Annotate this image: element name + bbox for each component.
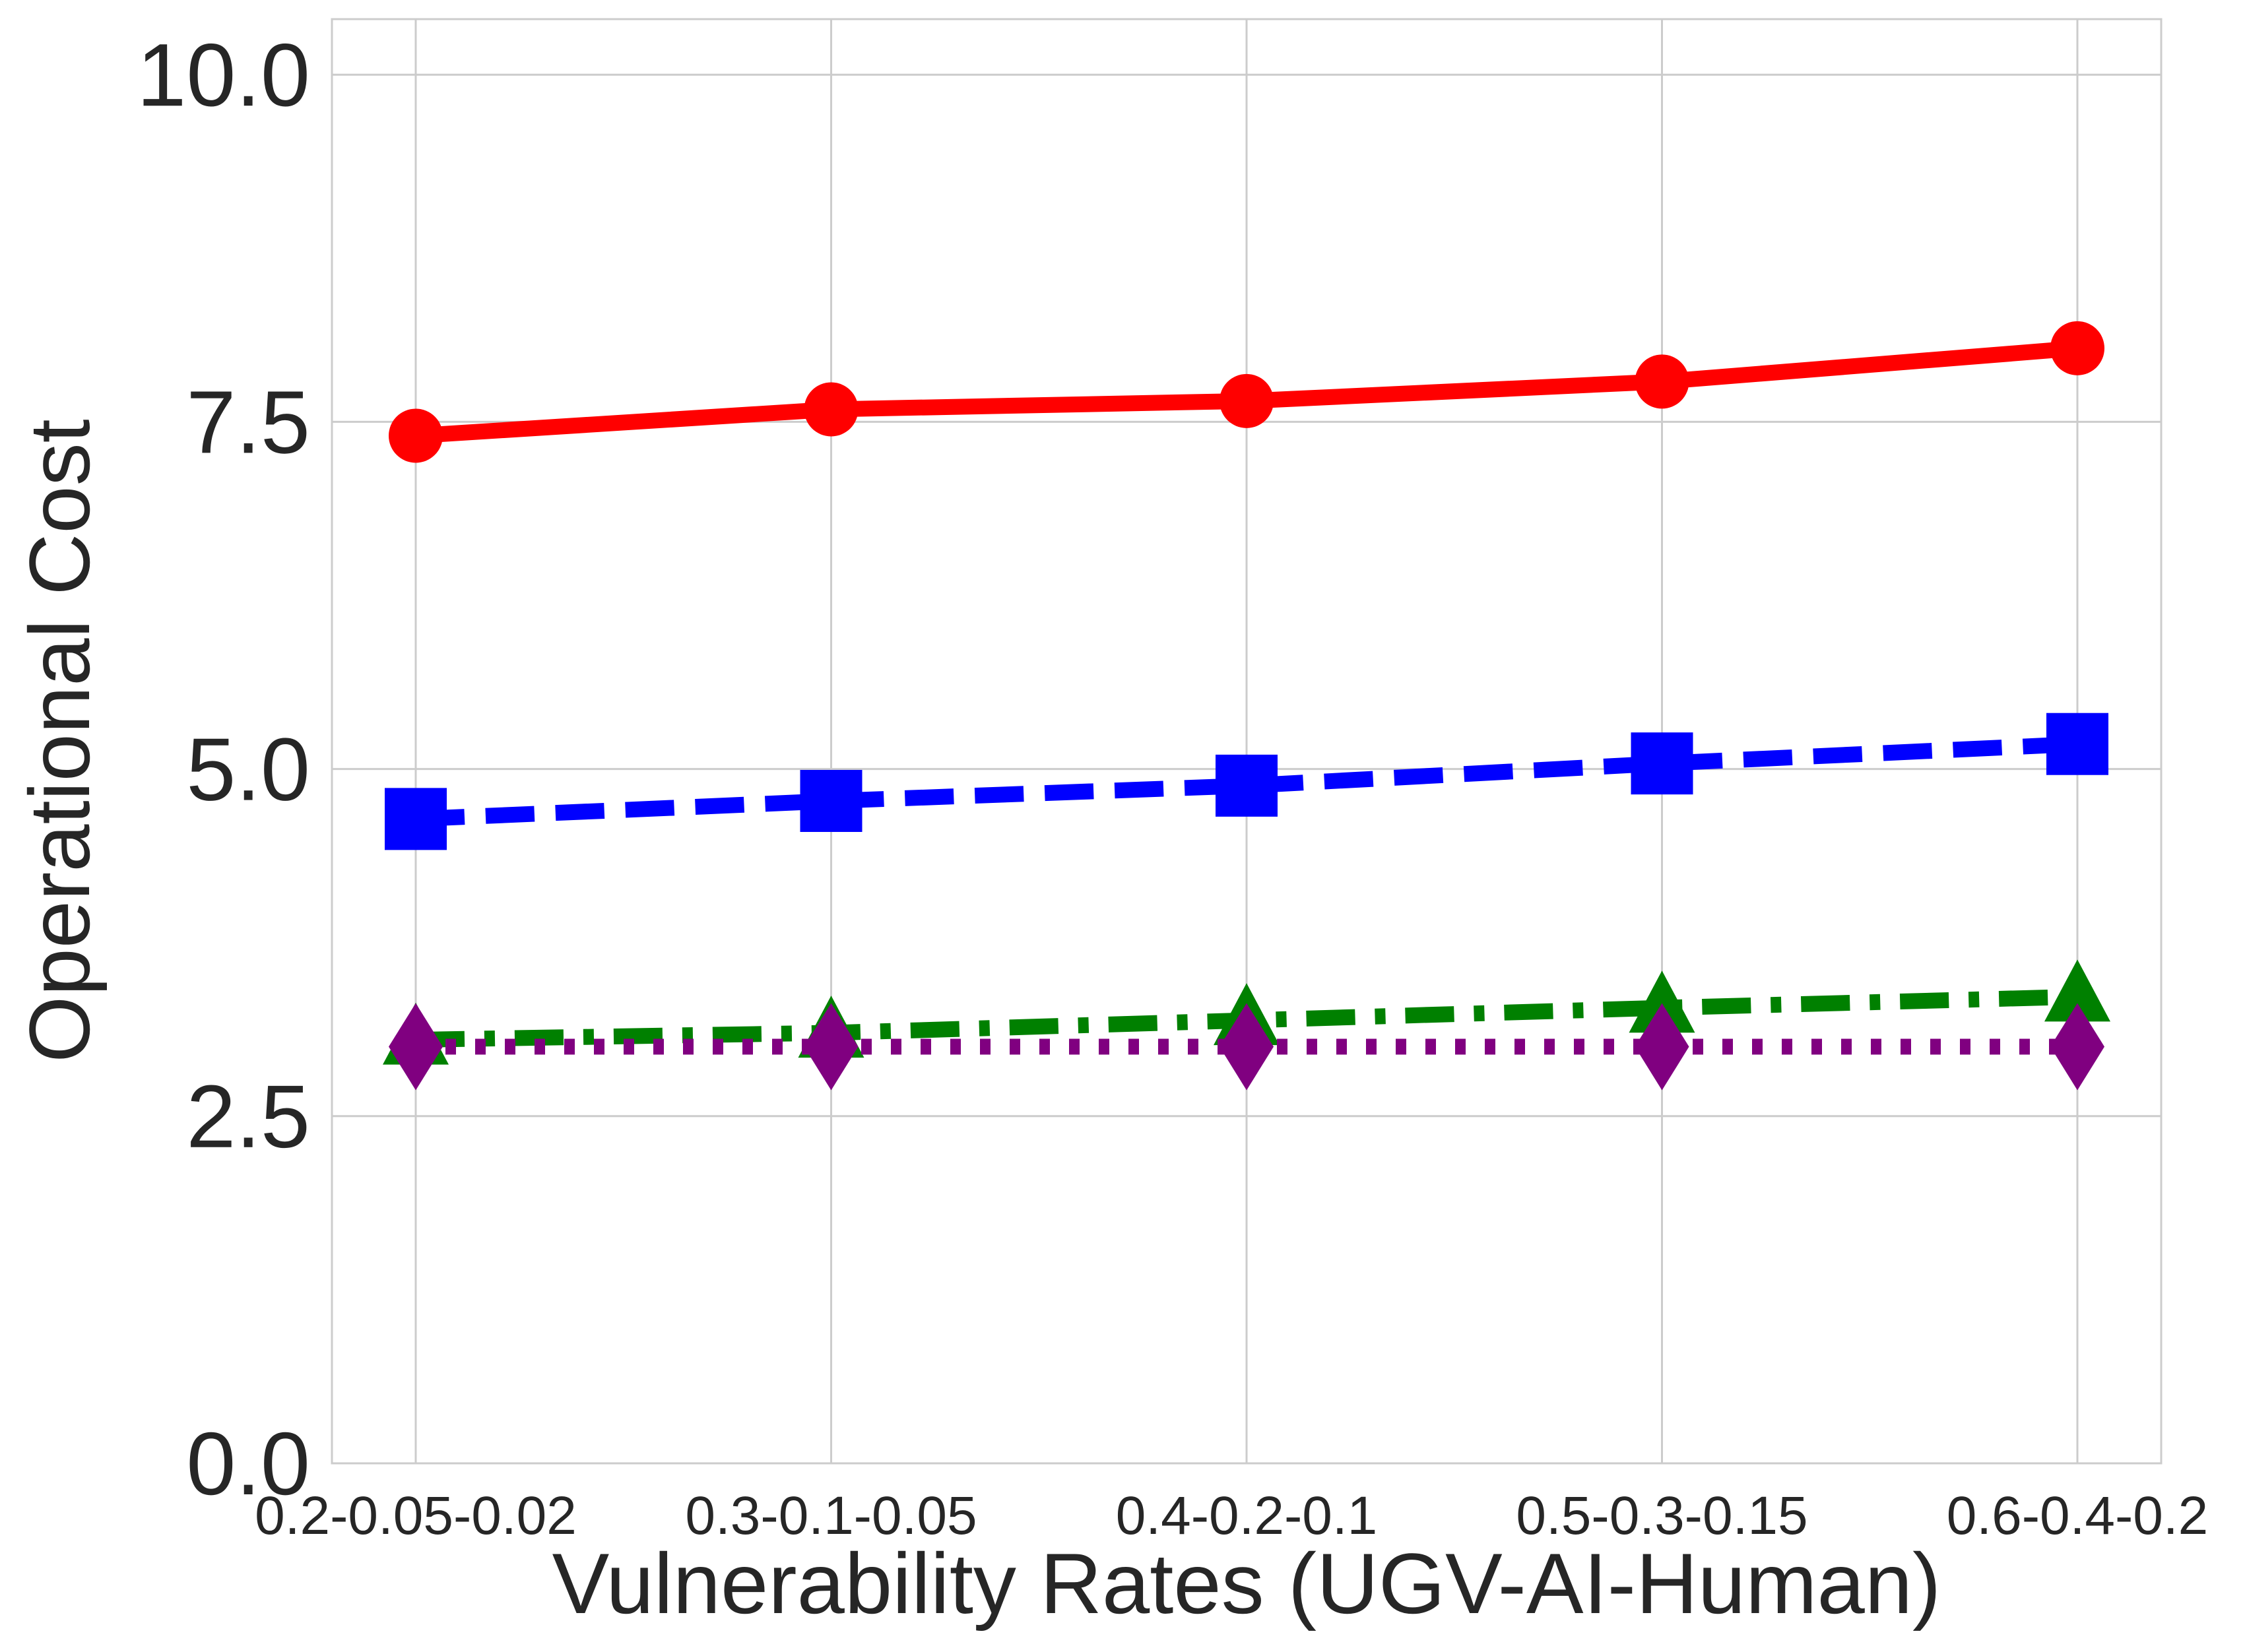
y-tick-label: 5.0 [186,720,310,819]
x-axis-label: Vulnerability Rates (UGV-AI-Human) [552,1535,1941,1632]
series-4 [389,1003,2104,1091]
data-point-circle [1220,373,1274,428]
data-point-circle [389,408,443,463]
data-point-diamond [804,1003,859,1091]
data-point-circle [804,382,859,437]
data-point-diamond [2050,1003,2104,1091]
x-tick-label: 0.5-0.3-0.15 [1516,1486,1807,1546]
x-tick-label: 0.3-0.1-0.05 [685,1486,977,1546]
data-point-triangle [2044,959,2110,1022]
data-point-circle [1635,354,1689,409]
data-point-diamond [1220,1003,1274,1091]
plot-area-frame [331,18,2163,1465]
data-point-square [2046,713,2108,775]
y-tick-label: 0.0 [186,1414,310,1513]
data-point-circle [2050,321,2104,375]
data-point-triangle [1629,970,1695,1033]
x-tick-label: 0.4-0.2-0.1 [1116,1486,1378,1546]
x-axis-tick-labels: 0.2-0.05-0.02 0.3-0.1-0.05 0.4-0.2-0.1 0.5-… [255,1486,2208,1546]
series-layer [383,321,2110,1091]
data-point-diamond [1635,1003,1689,1091]
y-axis-label: Operational Cost [11,419,108,1063]
data-point-square [1631,732,1693,795]
y-tick-label: 2.5 [186,1067,310,1166]
data-point-diamond [389,1003,443,1091]
series-1 [389,321,2104,463]
y-axis-tick-labels: 0.0 2.5 5.0 7.5 10.0 [137,25,310,1513]
series-2 [385,713,2108,850]
x-tick-label: 0.6-0.4-0.2 [1947,1486,2209,1546]
y-tick-label: 10.0 [137,25,310,125]
data-point-square [1216,754,1278,817]
data-point-square [385,788,447,850]
x-tick-label: 0.2-0.05-0.02 [255,1486,577,1546]
y-tick-label: 7.5 [186,372,310,472]
data-point-square [800,770,862,833]
